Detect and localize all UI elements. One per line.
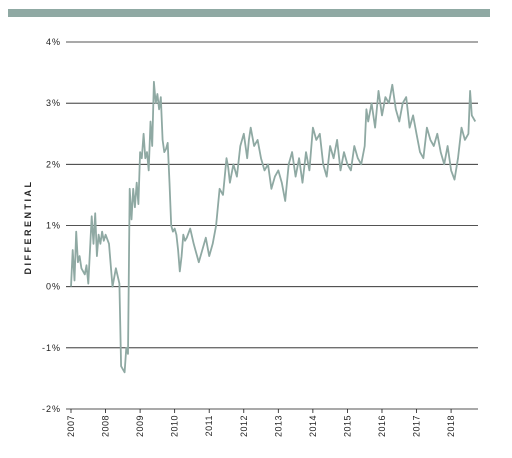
- y-axis-ticks: 4% 3% 2% 1% 0% -1% -2%: [42, 37, 61, 414]
- x-tick-label: 2014: [308, 415, 318, 437]
- accent-bar: [8, 9, 490, 17]
- y-tick-label: 2%: [46, 159, 61, 169]
- gridlines: [66, 41, 478, 410]
- series-line: [70, 80, 477, 374]
- y-tick-label: 0%: [46, 282, 61, 292]
- x-tick-label: 2011: [204, 415, 214, 436]
- x-tick-label: 2010: [170, 415, 180, 437]
- y-tick-label: 3%: [46, 98, 61, 108]
- x-tick-label: 2018: [446, 415, 456, 437]
- x-tick-label: 2009: [135, 415, 145, 437]
- x-tick-label: 2012: [239, 415, 249, 437]
- y-tick-label: 1%: [46, 221, 61, 231]
- y-axis-title: DIFFERENTIAL: [23, 180, 33, 275]
- x-tick-label: 2007: [66, 415, 76, 437]
- x-tick-label: 2015: [342, 415, 352, 437]
- x-tick-label: 2017: [412, 415, 422, 437]
- y-tick-label: -1%: [42, 343, 61, 353]
- x-axis-ticks: 2007 2008 2009 2010 2011 2012 2013 2014 2015 2016…: [66, 409, 456, 437]
- y-tick-label: -2%: [42, 404, 61, 414]
- x-tick-label: 2008: [101, 415, 111, 437]
- x-tick-label: 2013: [273, 415, 283, 437]
- x-tick-label: 2016: [377, 415, 387, 437]
- y-tick-label: 4%: [46, 37, 61, 47]
